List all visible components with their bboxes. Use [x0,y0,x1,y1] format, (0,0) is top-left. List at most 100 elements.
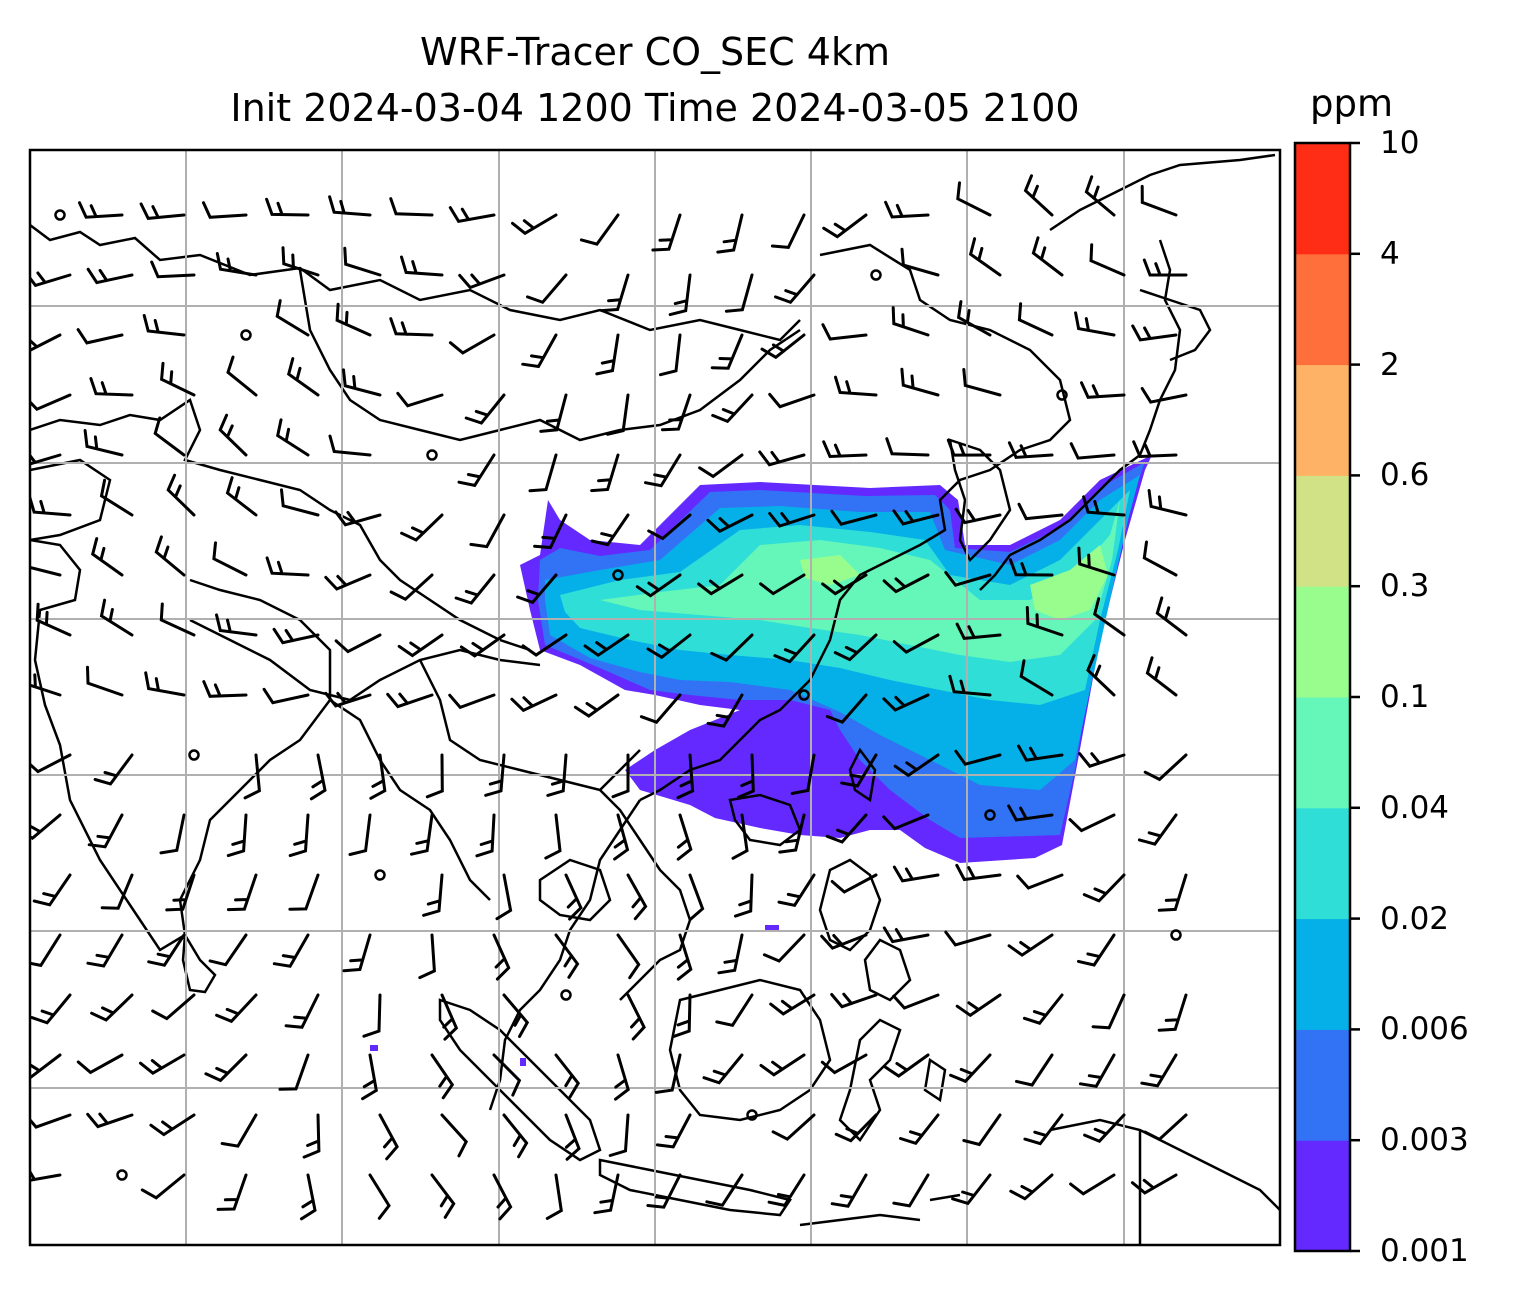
colorbar-segment [1295,253,1350,366]
wind-barb [731,813,749,860]
wind-barb [526,273,568,305]
coast-srilanka [181,931,217,994]
tracer-plume [370,455,1152,1066]
wind-barb [458,273,506,290]
wind-barb [544,813,562,860]
wind-barb [762,933,806,963]
wind-barb [149,1113,196,1137]
wind-barb [154,535,186,577]
wind-barb [955,863,1002,882]
wind-barb [464,393,506,425]
plume-speck [370,1045,378,1051]
wind-barb [30,333,62,353]
wind-barb [647,513,692,541]
wind-barb [204,1053,248,1083]
wind-barb [396,391,444,408]
wind-barb [834,1113,878,1143]
wind-barb [86,1112,134,1129]
wind-barb [705,1173,744,1207]
wind-barb [545,1173,563,1220]
wind-barb [1025,606,1064,637]
wind-barb [389,573,434,602]
wind-barb [962,368,1002,397]
wind-barb [469,513,506,549]
wind-barb [710,633,754,662]
wind-barb [554,1053,581,1099]
wind-barb [595,333,620,376]
wind-barb [590,513,630,547]
coast-korea [948,438,1012,563]
wind-barb [440,1113,469,1158]
wind-barb [448,693,496,710]
wind-barb [160,361,196,397]
wind-barb [502,1113,529,1159]
wind-barb [430,1053,455,1100]
wind-barb [1019,659,1054,697]
wind-barb [759,573,806,596]
wind-calm-circle [426,449,438,461]
colorbar-tick-label: 4 [1380,235,1400,272]
wind-barb [281,246,320,277]
border-6 [329,698,491,901]
wind-barb [668,273,692,317]
wind-barb [1080,381,1126,399]
wind-barb [1145,656,1178,697]
wind-barb [511,213,558,236]
wind-calm-circle [1170,929,1182,941]
colorbar-unit: ppm [1310,82,1394,125]
wind-barb [1078,752,1126,768]
wind-barb [1084,175,1116,217]
wind-barb [892,865,940,883]
border-2 [30,398,531,652]
colorbar-segment [1295,807,1350,920]
colorbar-segment [1295,697,1350,809]
coast-sakhalin [1049,153,1276,232]
wind-barb [768,392,816,409]
map-title-line1: WRF-Tracer CO_SEC 4km [420,30,890,74]
wind-barb [1082,873,1126,903]
wind-barb [86,665,124,697]
wind-barb [1077,933,1116,967]
wind-barb [1023,1113,1064,1146]
wind-barb [35,602,72,637]
wind-barb [422,873,444,917]
wind-calm-circle [374,869,386,881]
colorbar-tick-label: 0.3 [1380,568,1430,605]
colorbar-segment [1295,1140,1350,1252]
wind-barb [1068,813,1116,833]
border-7 [418,659,641,792]
wind-barb [272,933,310,968]
wind-barb [454,573,496,605]
wind-barb [676,753,695,800]
wind-barb [342,368,382,397]
plume-level-01 [800,545,1108,620]
wind-barb [948,674,992,697]
wind-barb [139,202,186,220]
wind-barb [86,267,134,285]
wind-barb [834,375,878,397]
wind-barb [1140,1053,1178,1088]
wind-barb [93,753,134,786]
wind-barb [593,1173,620,1215]
wind-barb [1142,540,1178,577]
wind-barb [159,813,186,855]
wind-barb [324,573,372,591]
wind-barb [348,813,372,856]
wind-barb [840,753,878,788]
wind-barb [1017,744,1064,762]
coast-taiwan [848,747,877,803]
wind-barb [891,306,930,337]
wind-barb [1015,1053,1054,1087]
wind-barb [882,813,930,831]
wind-barb [778,813,806,854]
wind-barb [1157,993,1188,1032]
wind-barb [702,1053,744,1085]
wind-barb [86,933,124,968]
wind-barb [76,328,124,345]
wind-barb [892,1173,930,1208]
wind-barb [949,1053,992,1084]
wind-barb [672,993,692,1038]
wind-barb [771,1113,816,1141]
wind-barb [962,1113,1002,1147]
wind-barb [955,993,1002,1018]
